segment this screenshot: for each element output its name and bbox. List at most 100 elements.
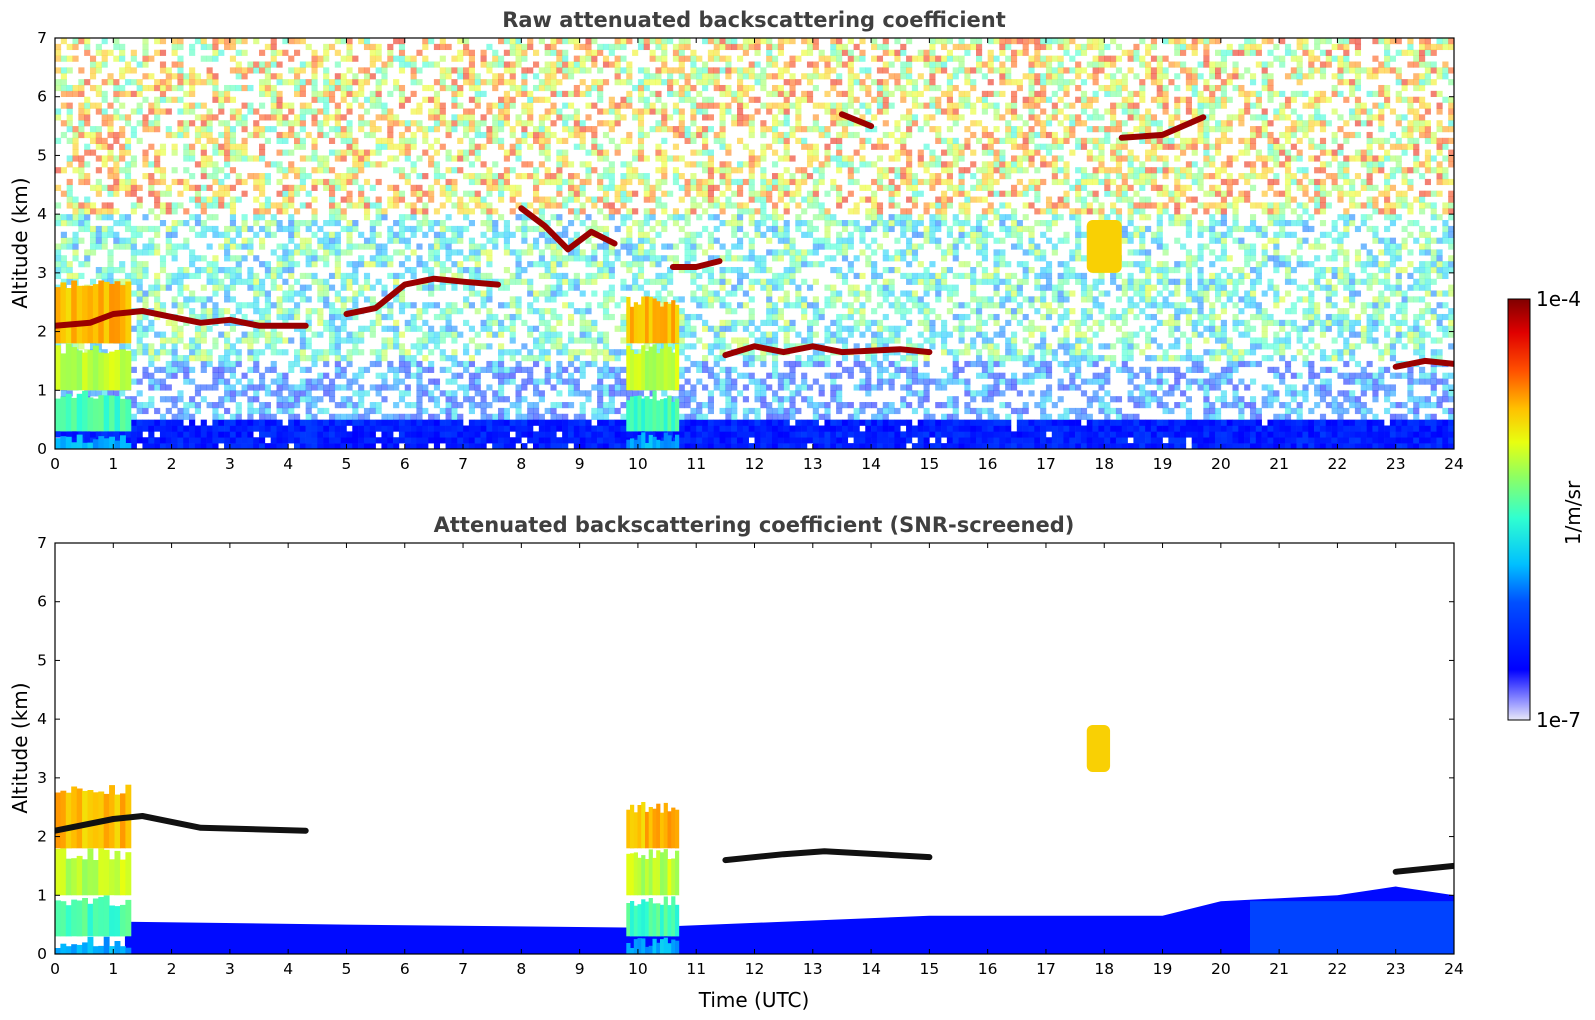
heatmap-cell (154, 190, 161, 197)
heatmap-cell (159, 419, 167, 426)
heatmap-cell (200, 443, 207, 449)
heatmap-cell (66, 126, 73, 133)
heatmap-cell (737, 90, 744, 98)
heatmap-cell (55, 43, 62, 51)
heatmap-cell (637, 231, 645, 238)
heatmap-cell (509, 402, 516, 409)
heatmap-cell (311, 360, 318, 368)
heatmap-cell (60, 431, 67, 438)
heatmap-cell (229, 208, 237, 215)
heatmap-cell (457, 155, 464, 162)
heatmap-cell (719, 407, 726, 415)
heatmap-cell (766, 302, 773, 309)
heatmap-cell (294, 313, 301, 321)
heatmap-cell (643, 208, 650, 215)
heatmap-cell (358, 90, 365, 98)
heatmap-cell (532, 384, 540, 391)
heatmap-cell (346, 225, 353, 233)
heatmap-cell (678, 425, 685, 432)
heatmap-cell (60, 102, 67, 109)
heatmap-cell (608, 214, 615, 221)
heatmap-cell (334, 249, 341, 256)
heatmap-cell (317, 308, 324, 315)
heatmap-cell (276, 331, 283, 338)
heatmap-cell (84, 431, 91, 438)
heatmap-cell (562, 437, 569, 444)
heatmap-cell (637, 137, 645, 144)
heatmap-cell (194, 131, 202, 139)
heatmap-cell (620, 96, 627, 103)
heatmap-cell (678, 90, 685, 98)
heatmap-cell (742, 143, 749, 150)
heatmap-cell (760, 178, 767, 186)
heatmap-cell (614, 378, 621, 385)
heatmap-cell (410, 73, 417, 80)
heatmap-cell (375, 208, 382, 215)
heatmap-cell (165, 243, 172, 250)
heatmap-cell (608, 43, 615, 51)
heatmap-cell (404, 384, 411, 391)
heatmap-cell (200, 396, 207, 403)
heatmap-cell (503, 349, 510, 356)
heatmap-cell (439, 143, 446, 150)
heatmap-cell (224, 225, 231, 233)
heatmap-cell (328, 425, 336, 432)
heatmap-cell (498, 325, 505, 332)
heatmap-cell (124, 167, 132, 174)
heatmap-cell (177, 178, 184, 186)
heatmap-cell (661, 178, 668, 186)
heatmap-cell (707, 178, 714, 186)
heatmap-cell (369, 255, 376, 262)
heatmap-cell (766, 190, 773, 197)
heatmap-cell (235, 413, 242, 420)
heatmap-cell (101, 272, 108, 280)
heatmap-cell (527, 173, 534, 180)
heatmap-cell (649, 102, 656, 109)
heatmap-cell (154, 249, 161, 256)
heatmap-cell (148, 378, 155, 385)
heatmap-cell (498, 431, 505, 438)
heatmap-cell (241, 243, 248, 250)
heatmap-cell (567, 437, 575, 444)
heatmap-cell (276, 149, 283, 156)
heatmap-cell (579, 161, 586, 168)
heatmap-cell (253, 437, 260, 444)
heatmap-cell (142, 372, 149, 379)
heatmap-cell (101, 243, 108, 250)
heatmap-cell (556, 331, 563, 338)
heatmap-cell (754, 355, 761, 362)
heatmap-cell (428, 196, 435, 203)
heatmap-cell (480, 196, 487, 203)
heatmap-cell (678, 413, 685, 420)
heatmap-cell (492, 126, 499, 133)
heatmap-cell (451, 413, 458, 420)
heatmap-cell (381, 137, 388, 144)
heatmap-cell (754, 407, 761, 415)
heatmap-cell (742, 67, 749, 74)
heatmap-cell (299, 290, 306, 297)
heatmap-cell (737, 419, 744, 426)
heatmap-cell (754, 384, 761, 391)
heatmap-cell (521, 343, 528, 350)
heatmap-cell (375, 102, 382, 109)
heatmap-cell (451, 284, 458, 291)
heatmap-cell (515, 249, 522, 256)
heatmap-cell (713, 425, 720, 432)
heatmap-cell (661, 108, 668, 115)
heatmap-cell (387, 131, 394, 139)
heatmap-cell (288, 308, 295, 315)
heatmap-cell (614, 184, 621, 191)
heatmap-cell (702, 319, 709, 326)
heatmap-cell (538, 202, 545, 209)
heatmap-cell (253, 272, 260, 280)
heatmap-cell (235, 108, 242, 115)
heatmap-cell (585, 325, 592, 332)
heatmap-cell (725, 366, 732, 373)
heatmap-cell (521, 67, 528, 74)
heatmap-cell (142, 266, 149, 274)
heatmap-cell (719, 355, 726, 362)
heatmap-cell (340, 366, 347, 373)
heatmap-cell (509, 437, 516, 444)
heatmap-cell (299, 173, 306, 180)
heatmap-cell (340, 184, 347, 191)
